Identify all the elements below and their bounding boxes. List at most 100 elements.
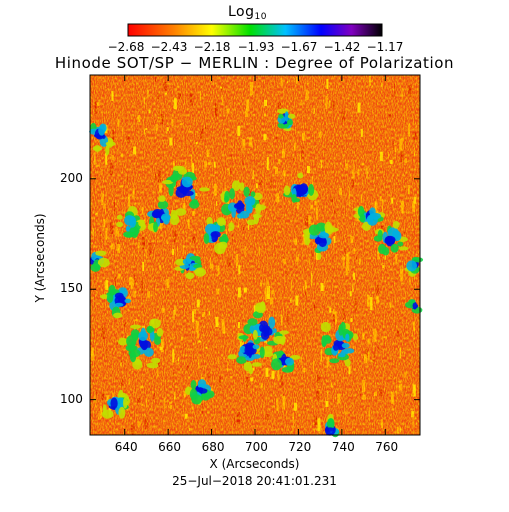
- polarization-patch: [114, 302, 124, 307]
- polarization-patch: [367, 215, 374, 226]
- polarization-patch: [191, 394, 203, 405]
- y-axis-ticks: [90, 178, 420, 401]
- polarization-patch: [250, 191, 256, 198]
- polarization-patch: [279, 330, 289, 335]
- polarization-patch: [172, 165, 184, 172]
- polarization-patch: [252, 344, 260, 350]
- polarization-patch: [338, 324, 344, 336]
- polarization-patch: [318, 232, 330, 239]
- polarization-patch: [156, 327, 164, 337]
- polarization-patch: [345, 333, 350, 342]
- x-axis-ticks: [124, 75, 386, 435]
- polarization-patch: [245, 355, 255, 361]
- polarization-patch: [343, 348, 355, 354]
- polarization-patch: [197, 387, 203, 393]
- polarization-patch: [318, 237, 327, 248]
- polarization-patch: [123, 231, 135, 238]
- polarization-patch: [92, 146, 103, 151]
- colorbar-title: Log10: [228, 4, 267, 22]
- colorbar-title-main: Log: [228, 4, 255, 20]
- polarization-patch: [286, 119, 293, 126]
- polarization-patch: [182, 258, 192, 265]
- polarization-patch: [392, 221, 400, 229]
- polarization-patch: [130, 340, 136, 352]
- polarization-patch: [251, 362, 262, 367]
- y-tick-label: 100: [60, 391, 83, 406]
- polarization-patch: [272, 328, 277, 334]
- polarization-patch: [308, 224, 320, 236]
- polarization-patch: [263, 345, 273, 354]
- polarization-patch: [278, 113, 284, 119]
- polarization-patch: [224, 195, 229, 203]
- polarization-patch: [398, 246, 409, 251]
- polarization-patch: [193, 263, 203, 269]
- y-tick-label: 200: [60, 170, 83, 185]
- polarization-patch: [151, 357, 161, 364]
- plot-title: Hinode SOT/SP − MERLIN : Degree of Polar…: [54, 54, 455, 72]
- polarization-patch: [146, 362, 159, 369]
- polarization-patch: [194, 267, 206, 277]
- polarization-patch: [100, 294, 109, 299]
- polarization-patch: [175, 208, 187, 216]
- polarization-patch: [181, 176, 193, 188]
- polarization-patch: [114, 292, 124, 300]
- polarization-patch: [139, 341, 148, 349]
- polarization-patch: [95, 250, 107, 256]
- polarization-patch: [278, 350, 284, 356]
- polarization-patch: [138, 331, 148, 341]
- polarization-patch: [247, 318, 258, 326]
- polarization-noise: [90, 75, 420, 435]
- polarization-patch: [308, 184, 315, 196]
- polarization-patch: [98, 124, 106, 136]
- polarization-patch: [284, 111, 289, 122]
- polarization-patch: [260, 329, 270, 341]
- polarization-patch: [124, 298, 131, 304]
- polarization-patch: [246, 219, 256, 226]
- polarization-patch: [146, 325, 154, 334]
- x-tick-label: 720: [288, 440, 312, 454]
- colorbar: [127, 23, 383, 37]
- polarization-patch: [324, 221, 332, 233]
- polarization-patch: [373, 235, 383, 242]
- polarization-patch: [228, 222, 235, 232]
- polarization-patch: [304, 236, 311, 246]
- x-tick-label: 740: [331, 440, 355, 454]
- polarization-patch: [143, 347, 154, 357]
- polarization-patch: [90, 263, 101, 272]
- polarization-patch: [271, 358, 282, 371]
- polarization-patch: [268, 316, 276, 329]
- polarization-patch: [158, 195, 166, 202]
- polarization-patch: [378, 243, 387, 255]
- polarization-patch: [185, 272, 195, 280]
- polarization-patch: [283, 185, 291, 196]
- polarization-patch: [170, 214, 180, 226]
- polarization-patch: [273, 335, 286, 345]
- polarization-patch: [157, 200, 169, 210]
- polarization-patch: [259, 346, 265, 359]
- colorbar-tick-label: −2.68: [107, 40, 145, 54]
- polarization-patches: [89, 108, 424, 438]
- observation-timestamp: 25−Jul−2018 20:41:01.231: [172, 474, 337, 488]
- polarization-patch: [406, 260, 417, 272]
- polarization-patch: [110, 397, 118, 410]
- polarization-patch: [239, 345, 247, 353]
- y-tick-label: 150: [60, 281, 83, 296]
- polarization-patch: [105, 144, 110, 156]
- polarization-patch: [385, 235, 394, 244]
- polarization-patch: [253, 192, 263, 201]
- x-tick-label: 760: [375, 440, 399, 454]
- polarization-patch: [238, 335, 249, 340]
- polarization-patch: [291, 194, 297, 203]
- x-axis-title: X (Arcseconds): [209, 457, 300, 471]
- polarization-patch: [329, 358, 340, 364]
- polarization-patch: [229, 188, 235, 200]
- polarization-patch: [128, 216, 137, 228]
- polarization-patch: [153, 221, 158, 233]
- polarization-patch: [189, 200, 200, 209]
- polarization-patch: [134, 359, 142, 366]
- polarization-patch: [289, 354, 301, 360]
- polarization-patch: [253, 213, 260, 225]
- x-tick-label: 700: [245, 440, 268, 454]
- polarization-patch: [352, 333, 358, 341]
- polarization-patch: [344, 358, 351, 367]
